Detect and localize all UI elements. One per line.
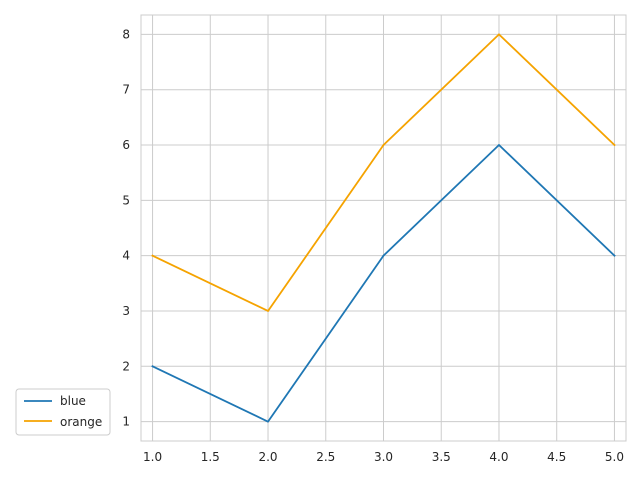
data-point-orange: [613, 144, 616, 146]
legend-label-blue: blue: [60, 394, 86, 408]
y-tick-label: 6: [122, 138, 130, 152]
grid-lines: [141, 15, 626, 441]
x-tick-label: 5.0: [605, 450, 624, 464]
data-point-blue: [613, 254, 616, 257]
data-point-orange: [498, 33, 500, 36]
y-tick-labels: 1 2 3 4 5 6 7 8: [122, 27, 130, 428]
x-tick-label: 2.0: [258, 450, 277, 464]
y-tick-label: 4: [122, 249, 130, 263]
x-tick-label: 4.0: [489, 450, 508, 464]
x-tick-label: 3.0: [374, 450, 393, 464]
data-point-orange: [267, 310, 269, 312]
series-lines: [151, 33, 616, 423]
data-point-blue: [151, 365, 154, 368]
y-tick-label: 7: [122, 83, 130, 97]
legend: blue orange: [15, 388, 111, 436]
x-tick-label: 2.5: [316, 450, 335, 464]
x-tick-label: 1.5: [201, 450, 220, 464]
data-point-blue: [498, 144, 500, 146]
x-tick-label: 1.0: [143, 450, 162, 464]
data-point-blue: [267, 420, 269, 423]
x-tick-label: 3.5: [432, 450, 451, 464]
data-point-orange: [382, 144, 385, 146]
x-tick-labels: 1.0 1.5 2.0 2.5 3.0 3.5 4.0 4.5 5.0: [143, 450, 624, 464]
y-tick-label: 2: [122, 359, 130, 373]
y-tick-label: 5: [122, 193, 130, 207]
x-tick-label: 4.5: [547, 450, 566, 464]
legend-label-orange: orange: [60, 415, 102, 429]
y-tick-label: 8: [122, 27, 130, 41]
y-tick-label: 3: [122, 304, 130, 318]
y-tick-label: 1: [122, 415, 130, 429]
data-point-orange: [151, 254, 154, 257]
data-point-blue: [382, 254, 385, 257]
